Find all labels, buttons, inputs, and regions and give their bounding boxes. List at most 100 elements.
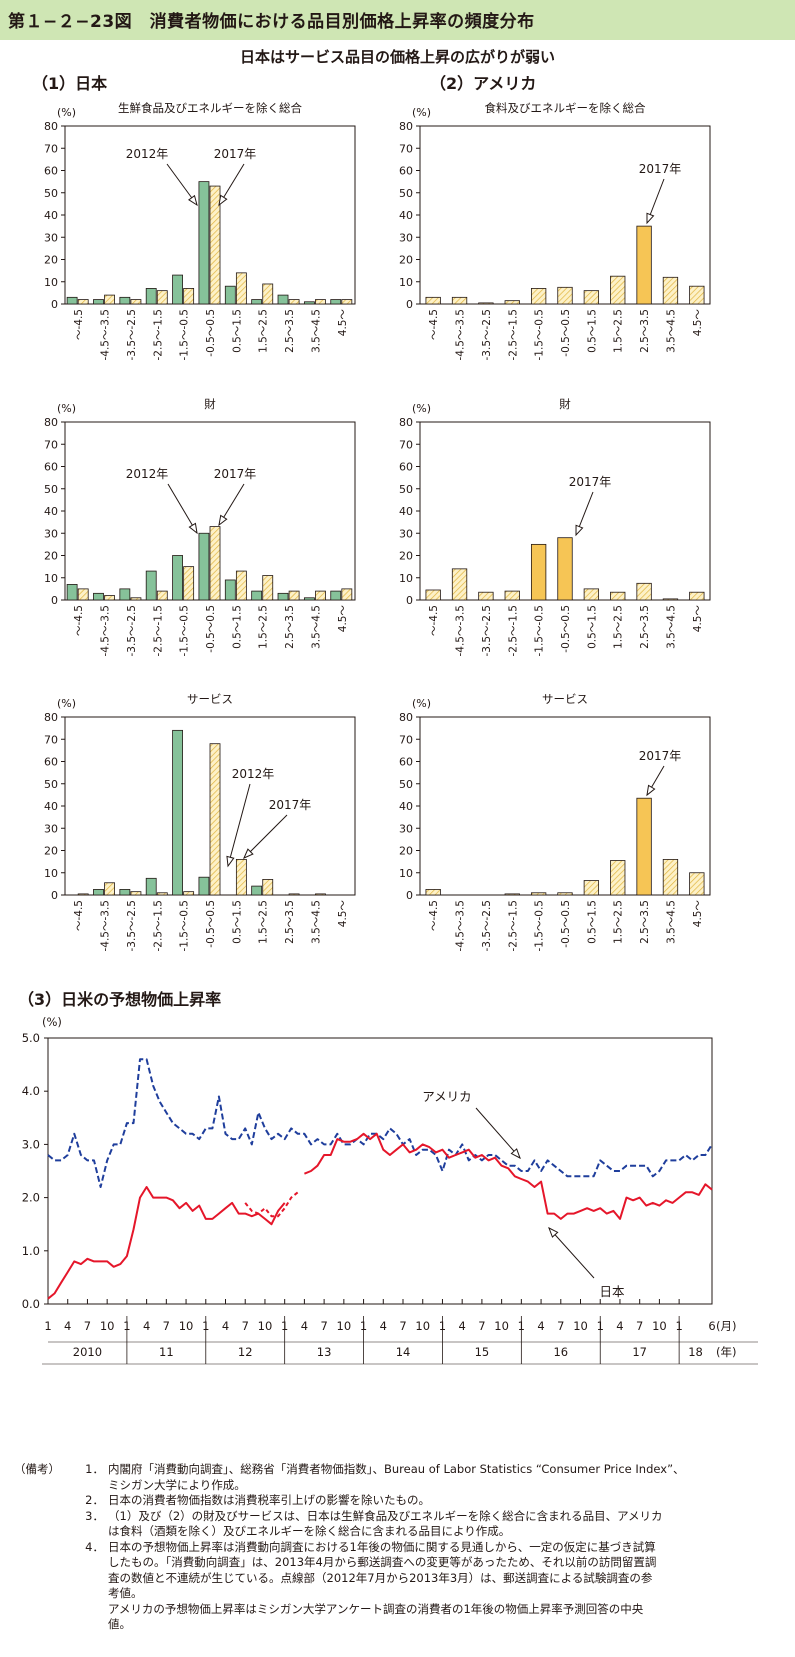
- bar-2017: [341, 299, 353, 305]
- bar-2017: [235, 570, 247, 601]
- annotation-arrow-shaft: [548, 1227, 595, 1279]
- note-line: 日本の予想物価上昇率は消費動向調査における1年後の物価に関する見通しから、一定の…: [108, 1539, 656, 1554]
- x-tick-label: -4.5～-3.5: [455, 309, 467, 360]
- series-line-japan: [47, 1186, 286, 1300]
- x-tick-label: -2.5～-1.5: [152, 309, 164, 360]
- bar-2017: [504, 590, 520, 601]
- y-tick-label: 1.0: [22, 1244, 40, 1258]
- note-line: 日本の消費者物価指数は消費税率引上げの影響を除いたもの。: [108, 1493, 430, 1507]
- bar-2012: [93, 889, 104, 896]
- x-tick-label: -0.5～0.5: [205, 900, 217, 948]
- x-tick-label: -4.5～-3.5: [455, 605, 467, 656]
- bar-2017: [451, 568, 468, 601]
- bar-2012: [277, 592, 289, 601]
- annotation-label: 2012年: [126, 467, 169, 481]
- annotation-arrow-head: [188, 522, 198, 535]
- x-month-label: 1: [281, 1319, 288, 1333]
- y-axis-unit: (%): [42, 1015, 62, 1029]
- y-tick-label: 80: [44, 711, 58, 724]
- annotation-arrow: [575, 491, 594, 537]
- x-month-label: 7: [636, 1319, 643, 1333]
- line-chart-expected-inflation: [42, 1037, 758, 1365]
- x-tick-label: 0.5～1.5: [586, 900, 598, 944]
- chart-title: サービス: [187, 692, 233, 706]
- bar-2017: [209, 185, 221, 305]
- bar-2017: [183, 891, 195, 896]
- x-tick-label: -3.5～-2.5: [481, 605, 493, 656]
- x-tick-label: ～-4.5: [73, 605, 85, 636]
- bar-2017: [583, 588, 600, 601]
- y-tick-label: 40: [44, 505, 58, 518]
- bar-2012: [198, 181, 210, 305]
- y-tick-label: 20: [399, 845, 413, 858]
- series-line-japan: [244, 1191, 299, 1218]
- x-month-label: 10: [573, 1319, 588, 1333]
- bar-2012: [251, 299, 263, 305]
- x-month-label: 4: [537, 1319, 544, 1333]
- title-bar: 第１−２−23図 消費者物価における品目別価格上昇率の頻度分布: [0, 0, 795, 40]
- x-month-label: 7: [163, 1319, 170, 1333]
- y-axis-unit: (%): [412, 402, 431, 415]
- y-tick-label: 10: [399, 867, 413, 880]
- x-tick-label: 3.5～4.5: [310, 900, 322, 944]
- annotation-arrow-head: [218, 514, 228, 527]
- bar-2017: [262, 283, 274, 305]
- bar-2017: [557, 892, 573, 896]
- bar-2017: [689, 872, 705, 896]
- x-tick-label: 1.5～2.5: [613, 309, 625, 353]
- bar-2012: [251, 590, 263, 601]
- note-line: （1）及び（2）の財及びサービスは、日本は生鮮食品及びエネルギーを除く総合に含ま…: [108, 1508, 663, 1523]
- y-tick-label: 70: [399, 733, 413, 746]
- note-line: 考値。: [108, 1586, 143, 1600]
- x-month-label: 10: [179, 1319, 194, 1333]
- annotation-arrow-shaft: [227, 783, 251, 867]
- x-tick-label: -0.5～0.5: [560, 605, 572, 653]
- y-tick-label: 70: [44, 142, 58, 155]
- section-label-usa: （2）アメリカ: [430, 74, 537, 93]
- annotation-label: 2017年: [639, 162, 682, 176]
- bar-2017: [689, 285, 705, 305]
- annotation-label: 2017年: [639, 749, 682, 763]
- note-line: 内閣府「消費動向調査」、総務省「消費者物価指数」、Bureau of Labor…: [108, 1462, 685, 1476]
- figure-title: 第１−２−23図 消費者物価における品目別価格上昇率の頻度分布: [8, 12, 535, 32]
- annotation-arrow: [646, 765, 665, 797]
- annotation-label: 2012年: [126, 147, 169, 161]
- x-month-label: 1: [597, 1319, 604, 1333]
- x-month-label: 4: [616, 1319, 623, 1333]
- bar-2017: [478, 302, 494, 305]
- x-tick-label: ～-4.5: [73, 309, 85, 340]
- bar-2017: [288, 893, 300, 896]
- y-tick-label: 50: [399, 778, 413, 791]
- y-tick-label: 0: [406, 298, 413, 311]
- note-item: 2． 日本の消費者物価指数は消費税率引上げの影響を除いたもの。: [14, 1493, 789, 1509]
- annotation-arrow: [218, 163, 245, 207]
- y-tick-label: 4.0: [22, 1084, 40, 1098]
- x-month-unit: (月): [716, 1319, 736, 1333]
- annotation-arrow-head: [646, 784, 656, 797]
- y-tick-label: 10: [44, 572, 58, 585]
- bar-2017: [504, 300, 520, 305]
- y-tick-label: 30: [44, 822, 58, 835]
- series-line-japan: [304, 1132, 713, 1220]
- x-month-label: 10: [415, 1319, 430, 1333]
- section-label-japan: （1）日本: [32, 74, 108, 93]
- annotation-arrow: [475, 1107, 521, 1160]
- annotation-arrow-head: [243, 848, 254, 859]
- annotation-label: 2017年: [569, 475, 612, 489]
- x-year-label: 11: [159, 1345, 174, 1359]
- x-year-label: 14: [396, 1345, 411, 1359]
- y-tick-label: 80: [44, 120, 58, 133]
- annotation-arrow-head: [218, 194, 228, 207]
- y-tick-label: 20: [399, 254, 413, 267]
- y-tick-label: 80: [399, 120, 413, 133]
- x-month-label: 7: [320, 1319, 327, 1333]
- plot-frame: [47, 1037, 713, 1305]
- bar-2017: [662, 859, 679, 896]
- y-tick-label: 20: [44, 550, 58, 563]
- note-line: したもの。「消費動向調査」は、2013年4月から郵送調査への変更等があったため、…: [108, 1555, 657, 1569]
- x-tick-label: ～-4.5: [428, 309, 440, 340]
- bar-2017: [130, 299, 142, 305]
- bar-2017: [530, 543, 547, 601]
- bar-2017: [583, 880, 600, 896]
- bar-2017: [636, 225, 652, 305]
